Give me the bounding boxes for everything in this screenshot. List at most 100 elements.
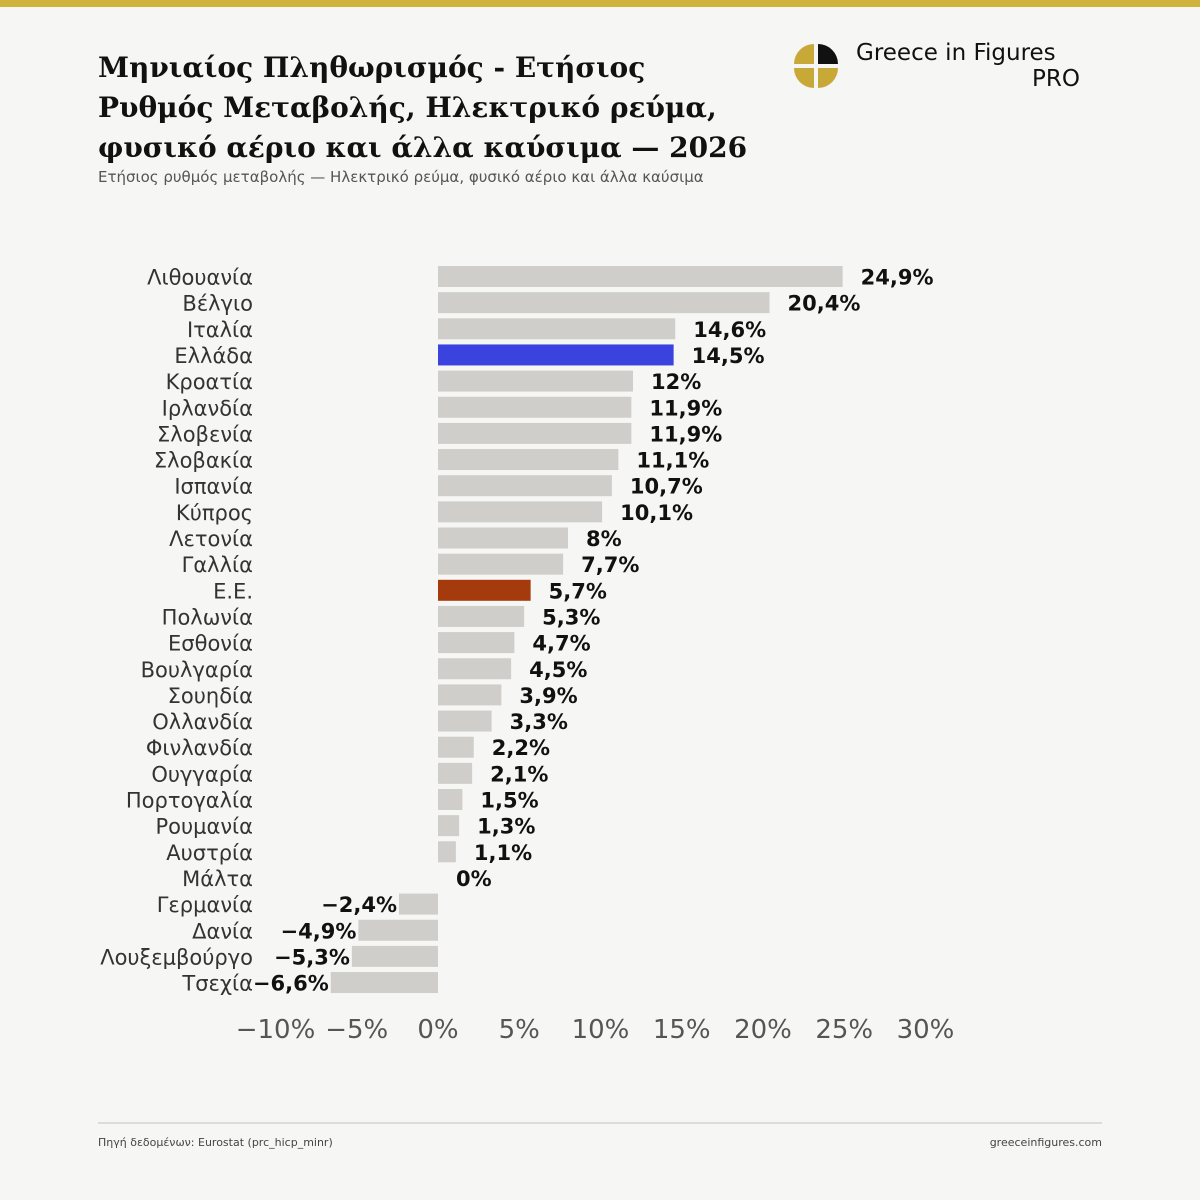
value-label: 14,5%: [692, 344, 765, 368]
chart-subtitle: Ετήσιος ρυθμός μεταβολής — Ηλεκτρικό ρεύ…: [98, 168, 704, 186]
category-label: Γερμανία: [157, 893, 253, 917]
category-label: Σουηδία: [168, 684, 253, 708]
value-label: −5,3%: [274, 945, 350, 969]
value-label: 10,1%: [620, 501, 693, 525]
category-label: Ισπανία: [174, 475, 253, 499]
bar: [438, 605, 525, 627]
chart-title: Μηνιαίος Πληθωρισμός - Ετήσιος Ρυθμός Με…: [98, 51, 748, 164]
value-label: −2,4%: [321, 893, 397, 917]
x-tick-label: 30%: [897, 1015, 955, 1045]
category-label: Κύπρος: [176, 501, 253, 525]
category-label: Σλοβενία: [157, 422, 253, 446]
value-label: 10,7%: [630, 475, 703, 499]
category-label: Ελλάδα: [174, 344, 253, 368]
category-label: Λουξεμβούργο: [100, 945, 253, 969]
value-label: 4,5%: [529, 658, 587, 682]
value-label: −6,6%: [253, 972, 329, 996]
value-label: 0%: [456, 867, 492, 891]
value-label: 3,9%: [519, 684, 577, 708]
category-label: Γαλλία: [182, 553, 253, 577]
data-source: Πηγή δεδομένων: Eurostat (prc_hicp_minr): [98, 1136, 333, 1149]
category-label: Τσεχία: [181, 972, 253, 996]
category-label: Ιταλία: [187, 318, 253, 342]
value-label: 11,9%: [649, 422, 722, 446]
top-accent-bar: [0, 0, 1200, 7]
bar: [438, 789, 463, 810]
bar: [438, 553, 564, 575]
bar: [438, 632, 515, 654]
bar: [399, 893, 438, 915]
category-label: Αυστρία: [166, 841, 253, 865]
logo-leaf: [818, 68, 838, 88]
category-label: Πολωνία: [162, 605, 253, 629]
bar: [438, 762, 473, 784]
bar: [438, 422, 632, 444]
category-label: Κροατία: [166, 370, 253, 394]
value-label: 11,1%: [636, 449, 709, 473]
value-label: 8%: [586, 527, 622, 551]
logo-leaf: [818, 44, 838, 64]
value-label: 3,3%: [510, 710, 568, 734]
x-tick-label: 5%: [499, 1015, 540, 1045]
brand-name: Greece in Figures: [856, 40, 1056, 66]
value-label: 2,1%: [490, 762, 548, 786]
x-tick-label: −10%: [236, 1015, 316, 1045]
brand-tier: PRO: [1032, 66, 1080, 92]
bar: [438, 266, 843, 287]
category-label: Ιρλανδία: [162, 396, 253, 420]
bar: [351, 945, 438, 967]
bar: [438, 475, 612, 497]
x-tick-label: 0%: [417, 1015, 458, 1045]
bar: [438, 396, 632, 418]
value-label: 1,5%: [480, 789, 538, 813]
x-tick-label: −5%: [325, 1015, 388, 1045]
bar: [358, 919, 438, 941]
bar: [438, 344, 674, 366]
site-link[interactable]: greeceinfigures.com: [989, 1136, 1102, 1149]
bar: [438, 370, 633, 392]
x-tick-label: 25%: [815, 1015, 873, 1045]
value-label: 1,3%: [477, 815, 535, 839]
value-label: 20,4%: [788, 292, 861, 316]
category-label: Μάλτα: [182, 867, 253, 891]
category-label: Βέλγιο: [182, 292, 253, 316]
category-label: Δανία: [192, 919, 253, 943]
value-label: 11,9%: [649, 396, 722, 420]
bar: [438, 736, 474, 758]
bar: [438, 318, 676, 340]
bar: [438, 527, 568, 549]
value-label: 14,6%: [693, 318, 766, 342]
category-label: Φινλανδία: [146, 736, 253, 760]
value-label: 2,2%: [492, 736, 550, 760]
bar: [438, 501, 603, 523]
category-label: Ολλανδία: [152, 710, 253, 734]
bar: [438, 710, 492, 732]
bar: [438, 658, 512, 680]
bar-chart: Λιθουανία 24,9% Βέλγιο 20,4% Ιταλία 14,6% Ελλά…: [100, 266, 955, 1046]
category-label: Ε.Ε.: [213, 579, 253, 603]
value-label: 4,7%: [532, 632, 590, 656]
footer-divider: [98, 1122, 1102, 1124]
value-label: 5,3%: [542, 605, 600, 629]
bar: [438, 815, 460, 837]
bar: [438, 449, 619, 471]
category-label: Σλοβακία: [154, 449, 253, 473]
logo-leaf: [794, 44, 814, 64]
x-tick-label: 15%: [653, 1015, 711, 1045]
category-label: Ουγγαρία: [151, 762, 253, 786]
category-label: Ρουμανία: [155, 815, 253, 839]
brand-logo: Greece in Figures PRO: [790, 40, 1090, 96]
bar: [330, 972, 438, 994]
value-label: −4,9%: [281, 919, 357, 943]
category-label: Λετονία: [169, 527, 253, 551]
value-label: 7,7%: [581, 553, 639, 577]
bar: [438, 841, 456, 863]
category-label: Λιθουανία: [147, 266, 253, 290]
value-label: 1,1%: [474, 841, 532, 865]
bar: [438, 579, 531, 601]
category-label: Βουλγαρία: [141, 658, 253, 682]
value-label: 24,9%: [861, 266, 934, 290]
x-tick-label: 20%: [734, 1015, 792, 1045]
category-label: Εσθονία: [168, 632, 253, 656]
category-label: Πορτογαλία: [126, 789, 253, 813]
